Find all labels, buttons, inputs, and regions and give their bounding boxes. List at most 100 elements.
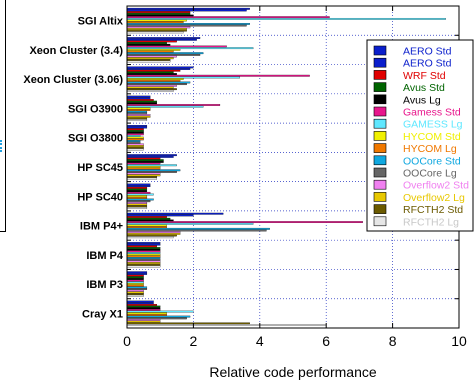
bar bbox=[126, 305, 161, 308]
bar bbox=[126, 177, 158, 180]
bar bbox=[126, 52, 204, 55]
bar bbox=[126, 226, 167, 229]
bar bbox=[126, 229, 267, 232]
bar bbox=[126, 171, 177, 173]
bar bbox=[126, 257, 161, 259]
legend-swatch bbox=[373, 216, 387, 227]
category-label: HP SC45 bbox=[77, 162, 123, 174]
bar bbox=[126, 105, 204, 108]
bar bbox=[126, 202, 148, 204]
legend-entry: Avus Std bbox=[403, 82, 445, 94]
bar bbox=[126, 141, 141, 144]
bar bbox=[126, 258, 161, 261]
bar bbox=[126, 157, 161, 160]
category-label: SGI Altix bbox=[78, 16, 124, 28]
legend-entry: RFCTH2 Lg bbox=[403, 216, 459, 228]
bar bbox=[126, 37, 201, 39]
bar bbox=[126, 126, 148, 129]
bar bbox=[126, 309, 161, 311]
legend-swatch bbox=[373, 131, 387, 141]
x-tick-label: 4 bbox=[256, 333, 264, 349]
bar bbox=[126, 71, 174, 74]
bar bbox=[126, 89, 174, 92]
bar bbox=[126, 216, 167, 218]
bar bbox=[126, 212, 224, 215]
x-axis-label: Relative code performance bbox=[209, 364, 377, 380]
bar bbox=[126, 19, 187, 22]
legend-entry: AERO Std bbox=[403, 46, 452, 58]
bar bbox=[126, 166, 161, 168]
bar bbox=[126, 16, 330, 19]
bar bbox=[126, 312, 167, 315]
bar bbox=[126, 248, 161, 251]
bar bbox=[126, 307, 161, 310]
category-label: SGI O3900 bbox=[68, 103, 123, 115]
bar bbox=[126, 236, 174, 239]
bar bbox=[126, 48, 181, 51]
bar bbox=[126, 314, 167, 316]
bar bbox=[126, 7, 250, 10]
bar bbox=[126, 88, 177, 91]
bar bbox=[126, 148, 144, 151]
bar bbox=[126, 324, 327, 326]
legend-entry: RFCTH2 Std bbox=[403, 204, 463, 216]
category-label: IBM P3 bbox=[86, 279, 123, 291]
bar bbox=[126, 186, 148, 189]
bar bbox=[126, 69, 181, 72]
bar bbox=[126, 250, 161, 253]
bar bbox=[126, 273, 148, 275]
legend-entry: AERO Std bbox=[403, 58, 452, 70]
bar bbox=[126, 185, 151, 188]
bar bbox=[126, 119, 148, 122]
bar bbox=[126, 183, 151, 186]
bar bbox=[126, 263, 161, 266]
bar bbox=[126, 195, 148, 198]
bar bbox=[126, 143, 144, 146]
bar bbox=[126, 293, 144, 295]
bar bbox=[126, 227, 270, 230]
bar bbox=[126, 68, 191, 70]
legend-entry: Overflow2 Lg bbox=[403, 192, 465, 204]
bar bbox=[126, 276, 144, 279]
bar bbox=[126, 288, 148, 290]
bar bbox=[126, 81, 191, 84]
bar bbox=[126, 222, 254, 225]
bar bbox=[126, 167, 161, 170]
x-tick-label: 8 bbox=[389, 333, 397, 349]
legend-entry: HYCOM Std bbox=[403, 131, 461, 143]
bar bbox=[126, 95, 151, 98]
bar bbox=[126, 131, 144, 134]
legend-swatch bbox=[373, 45, 387, 56]
bar bbox=[126, 104, 221, 106]
legend-entry: OOCore Lg bbox=[403, 168, 457, 180]
bar bbox=[126, 219, 174, 222]
bar bbox=[126, 100, 158, 103]
legend-swatch bbox=[373, 57, 387, 68]
bar bbox=[126, 12, 191, 15]
legend-swatch bbox=[373, 204, 387, 214]
bar bbox=[126, 11, 191, 14]
legend-swatch bbox=[373, 106, 387, 117]
bar bbox=[126, 114, 151, 116]
bar bbox=[126, 31, 184, 34]
bar bbox=[126, 234, 177, 237]
x-tick-label: 6 bbox=[322, 333, 330, 349]
bar bbox=[126, 322, 250, 325]
bar bbox=[126, 193, 154, 196]
bar bbox=[126, 169, 181, 172]
x-tick-label: 10 bbox=[451, 333, 467, 349]
bar bbox=[126, 279, 144, 282]
bar bbox=[126, 224, 167, 227]
bar bbox=[126, 232, 181, 235]
bar bbox=[126, 191, 151, 194]
bar bbox=[126, 154, 177, 157]
category-label: Xeon Cluster (3.4) bbox=[29, 45, 123, 57]
bar bbox=[126, 14, 194, 17]
bar bbox=[126, 79, 181, 82]
bar bbox=[126, 83, 187, 86]
bar bbox=[126, 9, 247, 12]
bar bbox=[126, 38, 197, 41]
legend-entry: HYCOM Lg bbox=[403, 143, 457, 155]
bar bbox=[126, 198, 154, 201]
